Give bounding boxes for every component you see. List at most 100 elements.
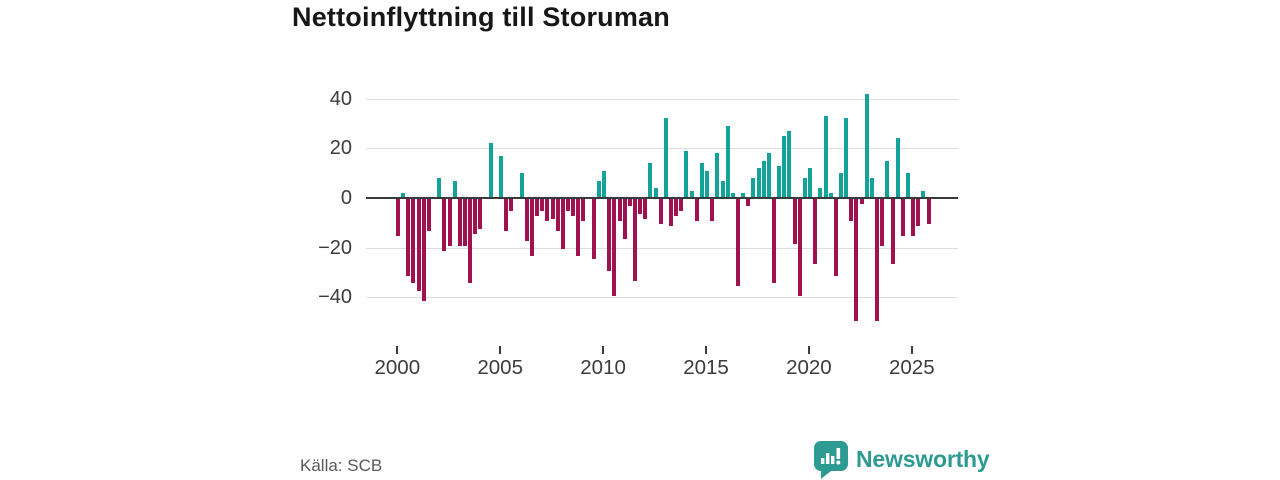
bar-positive: [741, 193, 746, 198]
bar-positive: [596, 180, 601, 198]
bar-negative: [426, 199, 431, 232]
bar-negative: [911, 199, 916, 237]
newsworthy-icon: [814, 441, 848, 479]
zero-axis-line: [366, 197, 958, 199]
y-tick-label: −40: [318, 286, 352, 309]
bar-negative: [416, 199, 421, 291]
bar-negative: [813, 199, 818, 264]
bar-positive: [818, 188, 823, 198]
bar-negative: [462, 199, 467, 247]
bar-negative: [555, 199, 560, 232]
bar-positive: [401, 193, 406, 198]
bar-positive: [864, 93, 869, 198]
y-tick-label: −20: [318, 236, 352, 259]
x-tick: [910, 346, 913, 354]
bar-positive: [869, 178, 874, 198]
bar-negative: [854, 199, 859, 321]
x-tick-label: 2000: [374, 356, 421, 379]
bar-negative: [571, 199, 576, 217]
bar-positive: [602, 170, 607, 198]
bar-negative: [880, 199, 885, 247]
bar-positive: [715, 153, 720, 198]
gridline: [366, 297, 958, 299]
bar-positive: [823, 115, 828, 198]
bar-negative: [772, 199, 777, 284]
bar-positive: [885, 160, 890, 198]
bar-positive: [725, 125, 730, 198]
bar-negative: [478, 199, 483, 229]
bar-positive: [437, 178, 442, 198]
bar-negative: [710, 199, 715, 222]
bar-positive: [488, 143, 493, 198]
bar-negative: [916, 199, 921, 227]
bar-negative: [442, 199, 447, 252]
y-tick-label: 0: [340, 187, 352, 209]
bar-positive: [730, 193, 735, 198]
bar-negative: [529, 199, 534, 257]
bar-negative: [581, 199, 586, 222]
bar-positive: [777, 165, 782, 198]
bar-negative: [473, 199, 478, 234]
bar-positive: [921, 190, 926, 198]
bar-negative: [797, 199, 802, 296]
bar-negative: [669, 199, 674, 227]
bar-negative: [396, 199, 400, 237]
x-tick-label: 2015: [683, 356, 729, 379]
bar-positive: [895, 138, 900, 198]
bar-negative: [859, 199, 864, 204]
x-tick-label: 2020: [786, 356, 832, 379]
bar-positive: [766, 153, 771, 198]
gridline: [366, 148, 958, 150]
bar-negative: [875, 199, 880, 321]
bar-positive: [751, 178, 756, 198]
bar-negative: [607, 199, 612, 272]
bar-negative: [890, 199, 895, 264]
bar-positive: [699, 163, 704, 198]
bar-positive: [782, 135, 787, 198]
bar-positive: [452, 180, 457, 198]
bar-negative: [900, 199, 905, 237]
bar-negative: [679, 199, 684, 212]
bar-negative: [674, 199, 679, 217]
bar-negative: [926, 199, 931, 224]
bar-positive: [499, 155, 504, 198]
bar-negative: [617, 199, 622, 222]
gridline: [366, 98, 958, 100]
bar-negative: [622, 199, 627, 239]
x-tick: [396, 346, 399, 354]
bar-negative: [457, 199, 462, 247]
bar-negative: [632, 199, 637, 281]
bar-negative: [545, 199, 550, 222]
y-tick-label: 40: [329, 87, 352, 110]
bar-positive: [720, 180, 725, 198]
bar-positive: [756, 168, 761, 198]
bar-positive: [648, 163, 653, 198]
x-tick-label: 2005: [477, 356, 523, 379]
bar-negative: [447, 199, 452, 247]
x-tick: [499, 346, 502, 354]
bar-positive: [689, 190, 694, 198]
bar-negative: [560, 199, 565, 249]
bar-positive: [761, 160, 766, 198]
bar-negative: [550, 199, 555, 219]
bar-negative: [658, 199, 663, 224]
bar-positive: [663, 118, 668, 198]
bar-negative: [411, 199, 416, 284]
bar-negative: [638, 199, 643, 214]
bar-negative: [643, 199, 648, 219]
y-tick-label: 20: [329, 137, 352, 160]
newsworthy-wordmark: Newsworthy: [856, 445, 990, 472]
bar-negative: [504, 199, 509, 232]
bar-negative: [509, 199, 514, 212]
gridline: [366, 247, 958, 249]
x-tick-label: 2010: [580, 356, 626, 379]
bar-negative: [576, 199, 581, 257]
bar-negative: [565, 199, 570, 212]
bar-negative: [833, 199, 838, 277]
bar-positive: [684, 150, 689, 198]
bar-negative: [849, 199, 854, 222]
bar-positive: [839, 173, 843, 198]
bar-negative: [406, 199, 411, 277]
bar-positive: [828, 193, 833, 198]
bar-positive: [519, 173, 524, 198]
